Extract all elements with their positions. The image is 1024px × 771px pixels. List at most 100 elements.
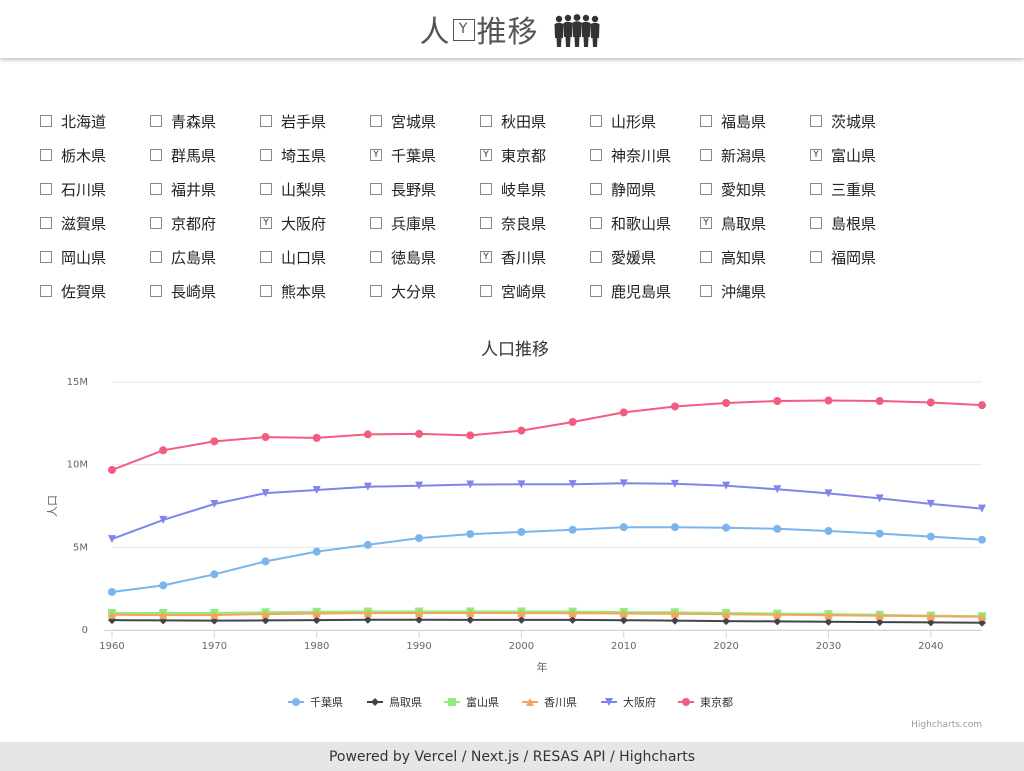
- checkbox[interactable]: [590, 115, 602, 127]
- legend-item[interactable]: 千葉県: [310, 695, 343, 709]
- prefecture-checkbox-item[interactable]: 新潟県: [700, 138, 810, 172]
- checkbox[interactable]: [150, 183, 162, 195]
- prefecture-checkbox-item[interactable]: 静岡県: [590, 172, 700, 206]
- checkbox[interactable]: [150, 115, 162, 127]
- prefecture-checkbox-item[interactable]: 宮崎県: [480, 274, 590, 308]
- prefecture-checkbox-item[interactable]: 京都府: [150, 206, 260, 240]
- checkbox[interactable]: [40, 115, 52, 127]
- prefecture-checkbox-item[interactable]: 岐阜県: [480, 172, 590, 206]
- legend-item[interactable]: 鳥取県: [389, 695, 422, 709]
- prefecture-checkbox-item[interactable]: 和歌山県: [590, 206, 700, 240]
- checkbox[interactable]: Y: [700, 217, 712, 229]
- prefecture-checkbox-item[interactable]: 島根県: [810, 206, 920, 240]
- prefecture-checkbox-item[interactable]: 鹿児島県: [590, 274, 700, 308]
- prefecture-checkbox-item[interactable]: 神奈川県: [590, 138, 700, 172]
- checkbox[interactable]: [810, 115, 822, 127]
- checkbox[interactable]: [480, 115, 492, 127]
- checkbox[interactable]: Y: [810, 149, 822, 161]
- prefecture-checkbox-item[interactable]: 兵庫県: [370, 206, 480, 240]
- checkbox[interactable]: [40, 217, 52, 229]
- checkbox[interactable]: [40, 251, 52, 263]
- legend-item[interactable]: 東京都: [700, 695, 733, 709]
- checkbox[interactable]: [700, 115, 712, 127]
- prefecture-checkbox-item[interactable]: 福島県: [700, 104, 810, 138]
- prefecture-checkbox-item[interactable]: Y 千葉県: [370, 138, 480, 172]
- checkbox[interactable]: [590, 285, 602, 297]
- prefecture-checkbox-item[interactable]: 佐賀県: [40, 274, 150, 308]
- checkbox[interactable]: [150, 149, 162, 161]
- checkbox[interactable]: Y: [480, 149, 492, 161]
- checkbox[interactable]: [370, 251, 382, 263]
- prefecture-checkbox-item[interactable]: Y 鳥取県: [700, 206, 810, 240]
- prefecture-checkbox-item[interactable]: Y 香川県: [480, 240, 590, 274]
- checkbox[interactable]: [590, 183, 602, 195]
- prefecture-checkbox-item[interactable]: 山梨県: [260, 172, 370, 206]
- checkbox[interactable]: Y: [370, 149, 382, 161]
- checkbox[interactable]: [150, 217, 162, 229]
- prefecture-checkbox-item[interactable]: 茨城県: [810, 104, 920, 138]
- checkbox[interactable]: [370, 285, 382, 297]
- prefecture-checkbox-item[interactable]: Y 大阪府: [260, 206, 370, 240]
- checkbox[interactable]: [810, 251, 822, 263]
- prefecture-checkbox-item[interactable]: Y 富山県: [810, 138, 920, 172]
- prefecture-checkbox-item[interactable]: 福井県: [150, 172, 260, 206]
- prefecture-checkbox-item[interactable]: 滋賀県: [40, 206, 150, 240]
- checkbox[interactable]: [590, 217, 602, 229]
- prefecture-checkbox-item[interactable]: 石川県: [40, 172, 150, 206]
- legend-item[interactable]: 香川県: [544, 696, 577, 709]
- checkbox[interactable]: [150, 285, 162, 297]
- checkbox[interactable]: [700, 149, 712, 161]
- checkbox[interactable]: Y: [260, 217, 272, 229]
- prefecture-checkbox-item[interactable]: 奈良県: [480, 206, 590, 240]
- checkbox[interactable]: [700, 183, 712, 195]
- prefecture-checkbox-item[interactable]: 広島県: [150, 240, 260, 274]
- checkbox[interactable]: [260, 183, 272, 195]
- prefecture-checkbox-item[interactable]: 長崎県: [150, 274, 260, 308]
- checkbox[interactable]: [260, 251, 272, 263]
- checkbox[interactable]: [700, 251, 712, 263]
- checkbox[interactable]: [480, 285, 492, 297]
- prefecture-checkbox-item[interactable]: 埼玉県: [260, 138, 370, 172]
- checkbox[interactable]: [260, 285, 272, 297]
- prefecture-checkbox-item[interactable]: 宮城県: [370, 104, 480, 138]
- prefecture-checkbox-item[interactable]: 青森県: [150, 104, 260, 138]
- legend-item[interactable]: 富山県: [466, 695, 499, 709]
- prefecture-checkbox-item[interactable]: 高知県: [700, 240, 810, 274]
- prefecture-checkbox-item[interactable]: 沖縄県: [700, 274, 810, 308]
- prefecture-checkbox-item[interactable]: 山口県: [260, 240, 370, 274]
- checkbox[interactable]: [40, 285, 52, 297]
- prefecture-checkbox-item[interactable]: 秋田県: [480, 104, 590, 138]
- prefecture-checkbox-item[interactable]: 大分県: [370, 274, 480, 308]
- checkbox[interactable]: [480, 217, 492, 229]
- prefecture-checkbox-item[interactable]: 栃木県: [40, 138, 150, 172]
- checkbox[interactable]: [370, 217, 382, 229]
- checkbox[interactable]: [480, 183, 492, 195]
- legend-item[interactable]: 大阪府: [623, 695, 656, 709]
- checkbox[interactable]: [370, 183, 382, 195]
- prefecture-checkbox-item[interactable]: 北海道: [40, 104, 150, 138]
- prefecture-checkbox-item[interactable]: 愛媛県: [590, 240, 700, 274]
- checkbox[interactable]: [810, 183, 822, 195]
- prefecture-checkbox-item[interactable]: 熊本県: [260, 274, 370, 308]
- prefecture-checkbox-item[interactable]: 徳島県: [370, 240, 480, 274]
- prefecture-checkbox-item[interactable]: 長野県: [370, 172, 480, 206]
- prefecture-checkbox-item[interactable]: 山形県: [590, 104, 700, 138]
- prefecture-checkbox-item[interactable]: 群馬県: [150, 138, 260, 172]
- checkbox[interactable]: [260, 149, 272, 161]
- checkbox[interactable]: [370, 115, 382, 127]
- checkbox[interactable]: [700, 285, 712, 297]
- prefecture-checkbox-item[interactable]: 岩手県: [260, 104, 370, 138]
- prefecture-checkbox-item[interactable]: 愛知県: [700, 172, 810, 206]
- checkbox[interactable]: Y: [480, 251, 492, 263]
- checkbox[interactable]: [150, 251, 162, 263]
- checkbox[interactable]: [810, 217, 822, 229]
- checkbox[interactable]: [590, 251, 602, 263]
- checkbox[interactable]: [260, 115, 272, 127]
- prefecture-checkbox-item[interactable]: 岡山県: [40, 240, 150, 274]
- checkbox[interactable]: [40, 183, 52, 195]
- checkbox[interactable]: [40, 149, 52, 161]
- prefecture-checkbox-item[interactable]: Y 東京都: [480, 138, 590, 172]
- checkbox[interactable]: [590, 149, 602, 161]
- prefecture-checkbox-item[interactable]: 福岡県: [810, 240, 920, 274]
- prefecture-checkbox-item[interactable]: 三重県: [810, 172, 920, 206]
